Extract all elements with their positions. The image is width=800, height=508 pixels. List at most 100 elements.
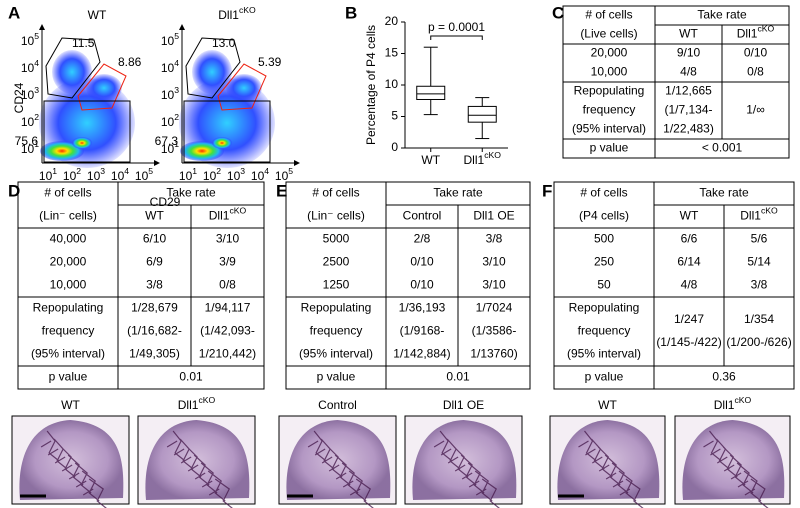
table-header: Dll1 OE [473,209,514,223]
x-tick-label-main: 10 [111,169,125,183]
y-tick-label-main: 10 [21,115,35,129]
table-cell: p value [49,370,88,384]
x-tick-label: WT [421,153,440,167]
image-label: WT [61,398,80,412]
table-cell: (1/7,134- [664,103,712,117]
table-cell: 500 [594,232,614,246]
x-tick-label: 103 [87,166,105,183]
image-label-main: Dll1 [714,398,735,412]
table-cell: 1/36,193 [399,301,446,315]
gate-value: 67.3 [155,134,179,148]
y-tick-label-sup: 2 [34,112,39,122]
density-cloud [86,74,122,102]
table-cell: 3/10 [482,255,506,269]
gate [183,100,271,163]
table-header: (Lin⁻ cells) [307,209,365,223]
x-tick-label-sup: cKO [484,150,501,160]
table-header-main: Dll1 [740,209,761,223]
density-hotspot [40,141,84,161]
box [467,105,497,123]
table-header-main: Dll1 [737,27,758,41]
table-header: Dll1cKO [737,24,775,41]
axis-arrow [154,160,160,166]
x-tick-label-main: 10 [63,169,77,183]
image-label-main: Control [318,398,357,412]
x-tick-label-sup: 2 [216,166,221,176]
table-cell: 1/28,679 [131,301,178,315]
density-cloud [52,50,92,94]
y-tick-label: 15 [385,46,399,60]
table-header-main: Dll1 [209,209,230,223]
y-tick-label-main: 10 [161,61,175,75]
table-cell: 20,000 [50,255,87,269]
x-tick-label: 102 [63,166,81,183]
x-tick-label-main: 10 [179,169,193,183]
x-tick-label-sup: 3 [240,166,245,176]
table-cell: 3/8 [146,278,163,292]
table-cell: 5000 [323,232,350,246]
y-tick-label-main: 10 [21,34,35,48]
x-axis-label: CD29 [150,195,181,209]
x-tick-label-main: 10 [87,169,101,183]
panel-letter: F [542,181,552,200]
gate [77,63,127,111]
table-header-main: WT [145,209,164,223]
table-header: WT [679,27,698,41]
image-label-main: WT [61,398,80,412]
table-cell: 250 [594,255,614,269]
x-tick-label: 103 [227,166,245,183]
table-header-main: WT [680,209,699,223]
y-tick-label-sup: 2 [174,112,179,122]
y-tick-label: 101 [161,139,179,156]
y-tick-label-main: 10 [161,88,175,102]
gate-value: 75.6 [15,134,39,148]
x-tick-label-main: 10 [39,169,53,183]
image-label-main: Dll1 [178,398,199,412]
plot-title-main: Dll1 [218,8,239,22]
panel-letter: C [552,3,564,22]
gate-value: 5.39 [258,55,282,69]
table-cell: 1250 [323,278,350,292]
table-cell: 1/210,442) [199,347,256,361]
table-cell: 6/9 [146,255,163,269]
table-header: # of cells [585,8,632,22]
table-cell: 6/14 [677,255,701,269]
image-label: Control [318,398,357,412]
table-cell: 3/9 [219,255,236,269]
tissue [145,420,250,500]
table-cell: frequency [310,324,363,338]
table-cell: 1/94,117 [205,301,251,315]
y-tick-label: 104 [21,58,39,75]
table-cell: 1/7024 [476,301,513,315]
table-cell: 2/8 [414,232,431,246]
table-cell: (1/16,682- [127,324,182,338]
image-label-sup: cKO [198,395,215,405]
table-cell: Repopulating [569,301,640,315]
plot-title: Dll1cKO [218,5,256,22]
table-cell: 1/49,305) [129,347,180,361]
table-cell: 10,000 [50,278,87,292]
y-tick-label: 20 [385,14,399,28]
table-border [285,181,531,390]
table-cell: 4/8 [681,278,698,292]
table-cell: (95% interval) [299,347,373,361]
table-cell: Repopulating [301,301,372,315]
panel-letter: D [8,181,20,200]
table-cell: (1/200-/626) [726,335,791,349]
panel-letter: A [8,3,20,22]
table-cell: 1/247 [674,312,704,326]
table-cell: 0/10 [744,46,768,60]
x-tick-label-sup: 4 [264,166,269,176]
table-header: Take rate [699,186,749,200]
ductal-tree [40,430,107,508]
image-label: Dll1cKO [178,395,216,412]
table-cell: 0/8 [219,278,236,292]
y-axis-label: CD24 [12,82,26,113]
axis-arrow [179,24,185,30]
x-tick-label-main: Dll1 [464,153,485,167]
table-header-sup: cKO [229,206,246,216]
gate [217,63,267,111]
y-tick-label: 10 [385,77,399,91]
table-header-sup: cKO [757,24,774,34]
table-cell: 0/10 [410,278,434,292]
